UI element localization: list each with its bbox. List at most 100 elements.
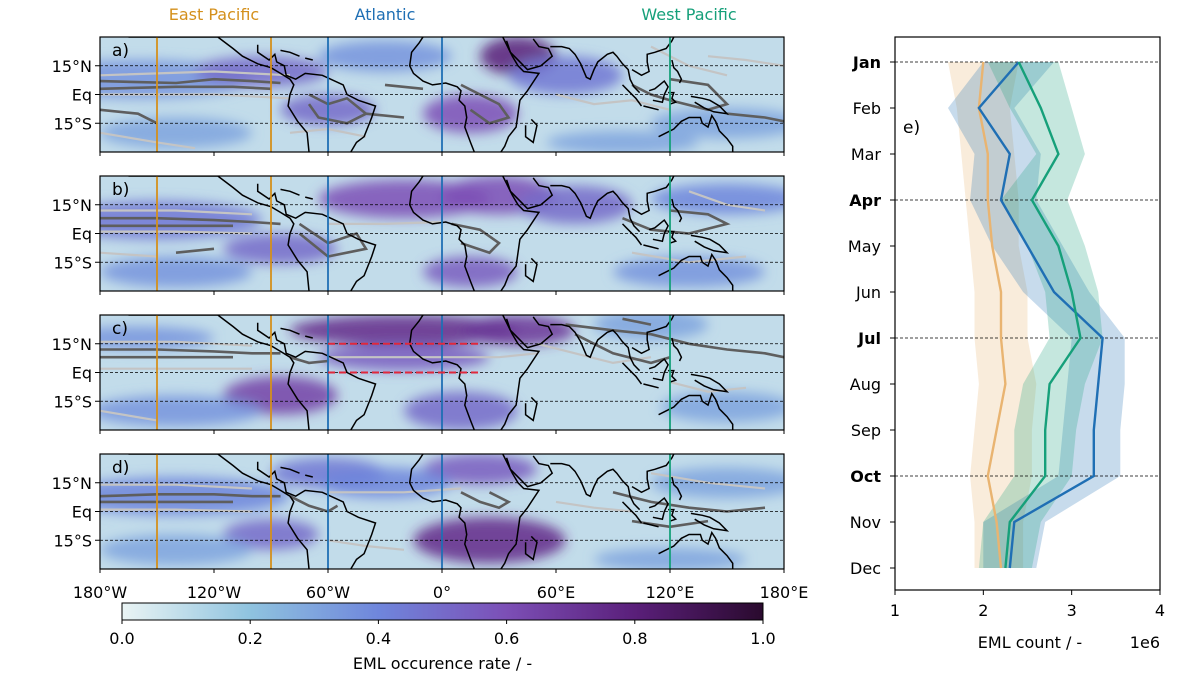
coastline <box>671 476 683 501</box>
panel-label: d) <box>112 458 129 478</box>
monthly-count-panel: e) Jan Feb Mar Apr May Jun Jul Aug Sep Oct Nov Dec 1 2… <box>848 36 1165 652</box>
dark-contour <box>100 493 281 498</box>
light-contour <box>650 45 728 77</box>
uncertainty-band <box>948 62 1125 568</box>
coastline <box>643 522 659 528</box>
lon-tick-label: 0° <box>433 583 451 602</box>
occurrence-blob <box>100 477 290 516</box>
coastline <box>643 105 659 111</box>
colorbar-tick-label: 1.0 <box>750 629 775 648</box>
coastline <box>671 337 683 362</box>
light-contour <box>100 409 158 422</box>
occurrence-blob <box>546 130 699 152</box>
coastline <box>690 234 730 254</box>
coastline <box>280 327 300 335</box>
occurrence-blob <box>613 256 765 288</box>
coastline <box>550 184 641 233</box>
light-contour <box>555 93 671 111</box>
longitude-axis: 180°W 120°W 60°W 0° 60°E 120°E 180°E <box>73 583 809 602</box>
dark-contour <box>289 355 329 365</box>
occurrence-blob <box>594 315 708 340</box>
occurrence-blob <box>413 517 566 564</box>
coastline <box>648 496 669 521</box>
coastline <box>256 461 377 569</box>
light-contour <box>555 500 633 513</box>
uncertainty-band <box>978 62 1103 568</box>
colorbar-label: EML occurence rate / - <box>353 654 532 673</box>
coastline <box>305 474 313 478</box>
coastline <box>305 335 313 339</box>
month-label: Jun <box>855 283 881 302</box>
lon-tick-label: 120°W <box>187 583 242 602</box>
lat-tick-label: Eq <box>72 503 92 522</box>
coastline <box>690 512 730 532</box>
panel-label: e) <box>903 118 920 138</box>
coastline <box>648 218 669 243</box>
occurrence-blob <box>404 391 518 430</box>
coastline <box>280 188 300 196</box>
coastline <box>658 113 734 152</box>
colorbar-tick-label: 0.2 <box>237 629 262 648</box>
dark-contour <box>100 85 272 91</box>
count-tick-label: 1 <box>890 601 900 620</box>
lat-tick-label: 15°N <box>52 335 92 354</box>
coastline <box>426 454 428 455</box>
month-label: Jan <box>852 53 881 72</box>
occurrence-blob <box>423 94 518 133</box>
colorbar: 0.0 0.2 0.4 0.6 0.8 1.0 EML occurence rate / - <box>109 602 776 673</box>
light-contour <box>100 70 291 77</box>
dark-contour <box>460 491 512 510</box>
coastline <box>668 508 678 522</box>
uncertainty-band <box>948 62 1037 568</box>
map-panel: c) 15°N Eq 15°S <box>52 314 785 434</box>
coastline <box>671 198 683 223</box>
coastline <box>408 454 475 569</box>
coastline <box>668 369 678 383</box>
light-contour <box>100 209 253 216</box>
region-label: Atlantic <box>355 5 416 24</box>
occurrence-blob <box>100 395 262 427</box>
coastline <box>500 315 541 430</box>
coastline <box>426 176 428 177</box>
light-contour <box>328 220 443 225</box>
light-contour <box>100 251 158 258</box>
colorbar-gradient <box>121 602 764 621</box>
light-contour <box>100 340 253 347</box>
occurrence-blob <box>100 534 252 566</box>
dark-contour <box>384 83 424 91</box>
coastline <box>550 462 641 511</box>
light-contour <box>327 539 405 551</box>
map-panels: a) 15°N Eq 15°S b) 15°N Eq 15°S c) 15°N Eq 15°S d) 15… <box>52 36 785 573</box>
month-label: Sep <box>851 421 881 440</box>
coastline <box>305 57 313 61</box>
occurrence-blob <box>100 117 252 149</box>
dark-contour <box>175 247 215 254</box>
lon-tick-label: 120°E <box>646 583 695 602</box>
colorbar-tick-label: 0.0 <box>109 629 134 648</box>
count-tick-label: 4 <box>1155 601 1165 620</box>
coastline <box>671 59 683 84</box>
dark-contour <box>100 77 281 85</box>
panel-content <box>100 37 784 152</box>
panel-label: b) <box>112 180 129 200</box>
month-label: Oct <box>850 467 881 486</box>
occurrence-field <box>100 315 784 430</box>
dark-contour <box>622 209 731 235</box>
month-label: Apr <box>849 191 881 210</box>
coastline <box>500 37 541 152</box>
occurrence-blob <box>290 315 518 346</box>
count-axis-label: EML count / - <box>978 633 1082 652</box>
map-panel: a) 15°N Eq 15°S <box>52 36 785 156</box>
coastline <box>128 176 310 291</box>
coastline <box>128 315 310 430</box>
dark-contour <box>451 222 502 255</box>
coastline <box>658 391 734 430</box>
lat-tick-label: 15°S <box>53 253 92 272</box>
coastline <box>408 176 475 291</box>
colorbar-tick-label: 0.8 <box>622 629 647 648</box>
count-series-line <box>1004 61 1082 569</box>
lat-tick-label: 15°N <box>52 474 92 493</box>
colorbar-tick-label: 0.6 <box>494 629 519 648</box>
dark-contour <box>612 491 766 513</box>
lon-tick-label: 60°E <box>537 583 575 602</box>
